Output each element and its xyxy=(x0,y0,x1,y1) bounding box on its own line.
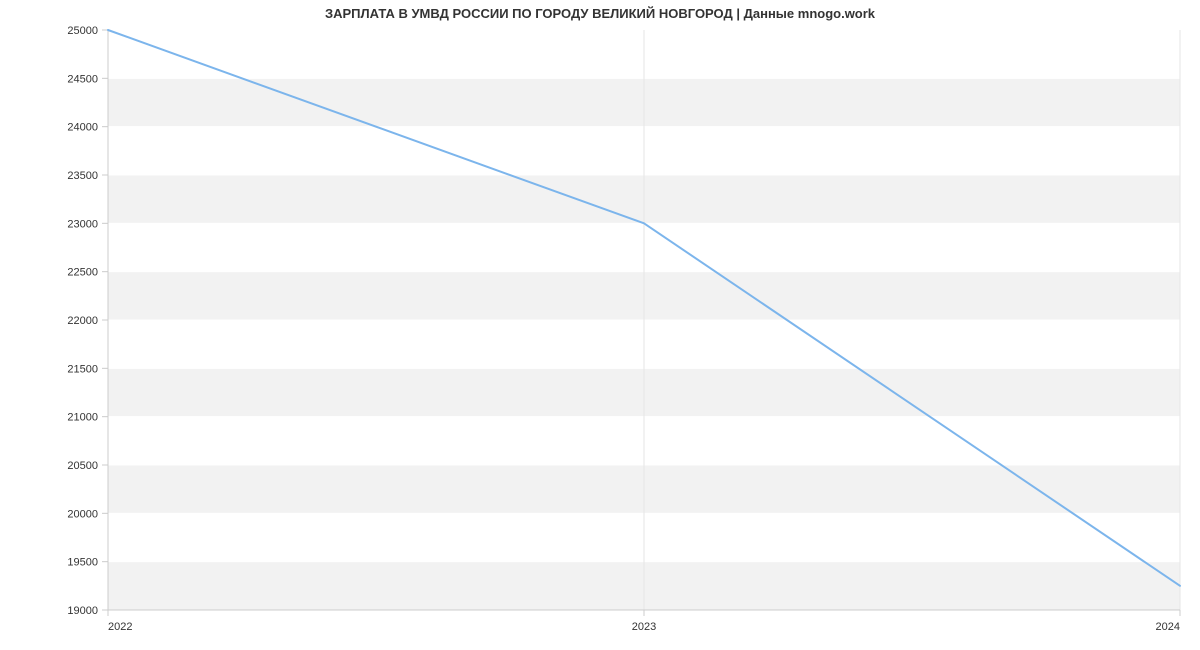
svg-text:21500: 21500 xyxy=(67,363,98,375)
chart-svg: 19000 19500 20000 20500 21000 21500 22000 22500… xyxy=(0,0,1200,650)
svg-text:23000: 23000 xyxy=(67,218,98,230)
svg-text:19000: 19000 xyxy=(67,605,98,617)
svg-text:24000: 24000 xyxy=(67,122,98,134)
svg-text:21000: 21000 xyxy=(67,412,98,424)
svg-text:22500: 22500 xyxy=(67,267,98,279)
svg-text:20000: 20000 xyxy=(67,508,98,520)
svg-text:25000: 25000 xyxy=(67,25,98,37)
svg-text:22000: 22000 xyxy=(67,315,98,327)
svg-text:24500: 24500 xyxy=(67,73,98,85)
chart-title: ЗАРПЛАТА В УМВД РОССИИ ПО ГОРОДУ ВЕЛИКИЙ… xyxy=(0,6,1200,21)
svg-text:2024: 2024 xyxy=(1156,621,1180,633)
salary-line-chart: ЗАРПЛАТА В УМВД РОССИИ ПО ГОРОДУ ВЕЛИКИЙ… xyxy=(0,0,1200,650)
svg-text:2023: 2023 xyxy=(632,621,656,633)
svg-text:23500: 23500 xyxy=(67,170,98,182)
svg-text:19500: 19500 xyxy=(67,557,98,569)
svg-text:2022: 2022 xyxy=(108,621,132,633)
svg-text:20500: 20500 xyxy=(67,460,98,472)
